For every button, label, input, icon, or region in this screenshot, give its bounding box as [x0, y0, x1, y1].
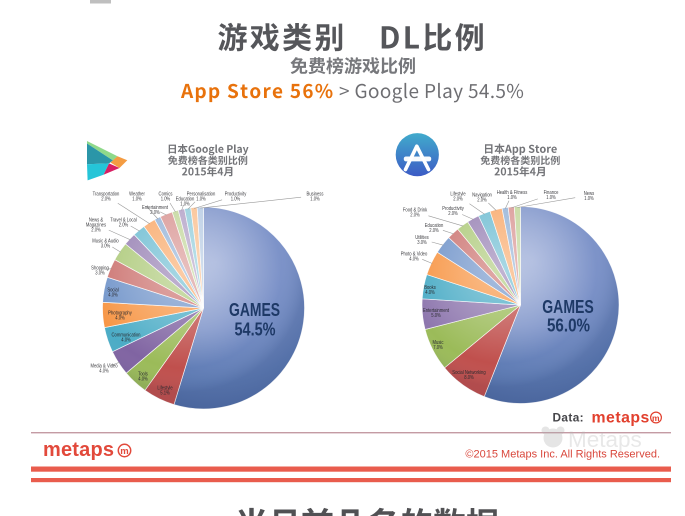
svg-text:Books: Books: [424, 284, 436, 291]
svg-text:Comics: Comics: [159, 191, 173, 198]
svg-text:Productivity: Productivity: [442, 205, 464, 212]
svg-text:2.0%: 2.0%: [477, 197, 487, 204]
svg-text:m: m: [652, 413, 660, 423]
svg-text:1.0%: 1.0%: [546, 195, 556, 202]
svg-text:Social: Social: [107, 287, 118, 294]
svg-text:4.0%: 4.0%: [115, 315, 125, 322]
svg-text:Finance: Finance: [544, 189, 559, 196]
svg-text:8.0%: 8.0%: [464, 375, 474, 382]
svg-text:2.0%: 2.0%: [410, 212, 420, 219]
svg-text:Magazines: Magazines: [86, 222, 107, 229]
svg-text:2.0%: 2.0%: [101, 196, 111, 203]
svg-text:Transportation: Transportation: [93, 191, 120, 198]
svg-text:©2015 Metaps Inc. All Rights: ©2015 Metaps Inc. All Rights Reserved.: [465, 449, 660, 461]
svg-text:Navigation: Navigation: [472, 192, 492, 199]
svg-text:2.0%: 2.0%: [453, 196, 463, 203]
svg-text:5.1%: 5.1%: [160, 390, 170, 397]
svg-text:7.0%: 7.0%: [433, 345, 443, 352]
svg-text:Lifestyle: Lifestyle: [450, 191, 465, 198]
svg-text:3.0%: 3.0%: [101, 243, 111, 250]
svg-text:1.0%: 1.0%: [231, 196, 241, 203]
svg-text:Travel & Local: Travel & Local: [110, 217, 137, 224]
svg-text:News: News: [584, 190, 595, 197]
svg-text:Food & Drink: Food & Drink: [403, 207, 428, 214]
svg-text:4.0%: 4.0%: [425, 290, 435, 297]
svg-text:Data:: Data:: [553, 411, 585, 425]
svg-text:4.0%: 4.0%: [409, 256, 419, 263]
svg-text:4.0%: 4.0%: [99, 368, 109, 375]
svg-text:2.0%: 2.0%: [119, 222, 129, 229]
svg-text:Photo & Video: Photo & Video: [401, 251, 428, 258]
svg-text:Productivity: Productivity: [225, 191, 247, 198]
svg-text:Media & Video: Media & Video: [90, 363, 117, 370]
svg-text:Communication: Communication: [112, 332, 141, 339]
svg-text:metaps: metaps: [592, 410, 650, 427]
svg-text:Music: Music: [433, 339, 444, 346]
svg-text:m: m: [120, 446, 128, 457]
svg-text:Personalisation: Personalisation: [187, 191, 216, 198]
svg-text:4.0%: 4.0%: [108, 292, 118, 299]
svg-text:5.0%: 5.0%: [431, 313, 441, 320]
svg-text:4.0%: 4.0%: [138, 376, 148, 383]
svg-text:Education: Education: [176, 196, 195, 203]
svg-text:1.0%: 1.0%: [310, 196, 320, 203]
svg-text:1.0%: 1.0%: [161, 196, 171, 203]
svg-text:GAMES: GAMES: [229, 300, 280, 320]
svg-text:Business: Business: [307, 191, 324, 198]
svg-text:Education: Education: [425, 222, 444, 229]
svg-text:3.0%: 3.0%: [417, 240, 427, 247]
svg-text:Health & Fitness: Health & Fitness: [497, 189, 528, 196]
svg-text:News &: News &: [89, 217, 104, 224]
svg-text:Entertainment: Entertainment: [423, 307, 449, 314]
svg-text:Utilities: Utilities: [415, 234, 429, 241]
svg-text:4.0%: 4.0%: [121, 337, 131, 344]
svg-text:54.5%: 54.5%: [235, 320, 276, 340]
svg-text:Metaps: Metaps: [568, 427, 642, 452]
svg-text:metaps: metaps: [43, 439, 114, 461]
svg-text:Weather: Weather: [129, 191, 145, 198]
svg-text:2.0%: 2.0%: [150, 210, 160, 217]
svg-text:Entertainment: Entertainment: [142, 204, 168, 211]
svg-text:2.0%: 2.0%: [91, 227, 101, 234]
svg-text:1.0%: 1.0%: [196, 196, 206, 203]
svg-text:Tools: Tools: [138, 371, 148, 378]
svg-text:1.0%: 1.0%: [180, 201, 190, 208]
svg-text:Photography: Photography: [108, 310, 132, 317]
svg-text:Lifestyle: Lifestyle: [157, 385, 172, 392]
svg-text:2.0%: 2.0%: [448, 211, 458, 218]
svg-text:Shopping: Shopping: [91, 265, 109, 272]
svg-text:GAMES: GAMES: [542, 297, 594, 317]
svg-text:3.0%: 3.0%: [95, 270, 105, 277]
svg-text:1.0%: 1.0%: [132, 196, 142, 203]
svg-text:56.0%: 56.0%: [547, 316, 590, 336]
svg-text:Social Networking: Social Networking: [452, 369, 486, 376]
svg-text:Music & Audio: Music & Audio: [92, 238, 119, 245]
svg-text:1.0%: 1.0%: [507, 195, 517, 202]
svg-text:2.0%: 2.0%: [429, 228, 439, 235]
svg-text:1.0%: 1.0%: [584, 196, 594, 203]
